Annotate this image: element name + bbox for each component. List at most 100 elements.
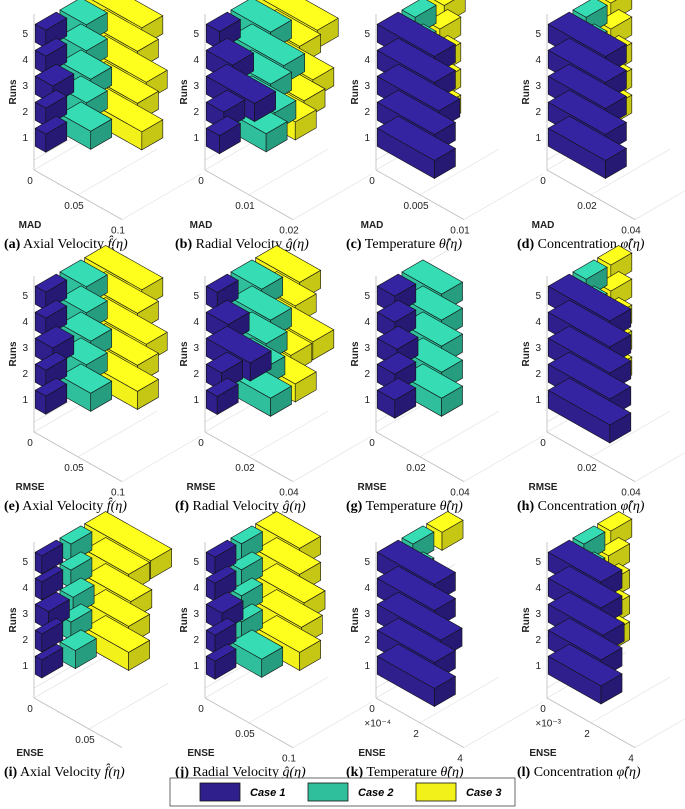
runs-axis-label: Runs [350, 79, 361, 104]
x-multiplier: ×10⁻³ [535, 718, 561, 729]
runs-tick-label: 4 [193, 55, 199, 66]
bar-case-2-run-1 [230, 629, 284, 678]
x-axis-line [375, 169, 465, 220]
bar-case-1-run-1 [376, 643, 457, 708]
runs-tick-label: 4 [535, 317, 541, 328]
x-tick-label: 0 [540, 438, 546, 449]
legend-swatch-case-2 [307, 782, 349, 802]
runs-tick-label: 2 [364, 369, 370, 380]
x-axis-label: ENSE [16, 748, 44, 759]
runs-axis-label: Runs [521, 341, 532, 366]
panel-caption: (f) Radial Velocity ĝ(η) [175, 499, 306, 514]
chart-panel-f: 1 2 3 4 5 Runs 0 0.02 0.04 RMSE (f) Radial Velocit… [175, 245, 373, 514]
runs-tick-label: 2 [193, 107, 199, 118]
runs-tick-label: 2 [22, 635, 28, 646]
chart-panel-c: 1 2 3 4 5 Runs 0 0.005 0.01 MAD (c) Temperature θ̂… [346, 0, 544, 252]
x-tick-label: 0 [198, 438, 204, 449]
x-tick-label: 0 [369, 704, 375, 715]
runs-axis-label: Runs [350, 341, 361, 366]
x-axis-line [204, 431, 294, 482]
x-tick-label: 0.04 [450, 488, 470, 499]
bar-case-1-run-1 [376, 115, 457, 180]
x-axis-line [204, 169, 294, 220]
legend-label-case-1: Case 1 [250, 787, 285, 799]
legend-swatch-case-3 [415, 782, 457, 802]
x-tick-label: 0 [198, 704, 204, 715]
runs-tick-label: 4 [193, 583, 199, 594]
runs-tick-label: 5 [364, 557, 370, 568]
chart-panel-k: 1 2 3 4 5 Runs 0 2 4 ×10⁻⁴ ENSE (k) Temperature θ̂(… [346, 511, 544, 780]
x-axis-line [33, 697, 123, 748]
runs-tick-label: 4 [364, 583, 370, 594]
bar-case-1-run-5 [34, 273, 68, 311]
x-tick-label: 0 [27, 176, 33, 187]
chart-panel-i: 1 2 3 4 5 Runs 0 0.05 ENSE (i) Axial Velocity f̂(… [4, 511, 173, 780]
x-axis-line [375, 697, 465, 748]
x-tick-label: 2 [413, 729, 419, 740]
legend-label-case-3: Case 3 [466, 787, 501, 799]
x-tick-label: 0.04 [279, 488, 299, 499]
runs-tick-label: 1 [364, 133, 370, 144]
x-tick-label: 0.1 [111, 488, 125, 499]
x-tick-label: 0.01 [235, 201, 255, 212]
x-tick-label: 4 [457, 754, 463, 765]
runs-tick-label: 5 [22, 291, 28, 302]
runs-tick-label: 1 [193, 133, 199, 144]
x-tick-label: 0.1 [111, 226, 125, 237]
runs-tick-label: 2 [22, 107, 28, 118]
x-tick-label: 0 [369, 176, 375, 187]
x-tick-label: 0.02 [235, 463, 255, 474]
panel-caption: (a) Axial Velocity f̂(η) [4, 235, 128, 252]
x-axis-label: RMSE [16, 482, 45, 493]
x-axis-line [546, 169, 636, 220]
x-axis-label: MAD [532, 220, 555, 231]
bar-case-1-run-1 [547, 643, 623, 705]
runs-tick-label: 3 [193, 343, 199, 354]
runs-axis-label: Runs [8, 341, 19, 366]
runs-tick-label: 4 [193, 317, 199, 328]
runs-tick-label: 2 [535, 107, 541, 118]
x-tick-label: 0.005 [403, 201, 428, 212]
runs-tick-label: 4 [22, 55, 28, 66]
runs-tick-label: 1 [22, 661, 28, 672]
bar-case-1-run-5 [34, 11, 68, 49]
x-tick-label: 0.02 [406, 463, 426, 474]
runs-tick-label: 1 [364, 395, 370, 406]
chart-panel-j: 1 2 3 4 5 Runs 0 0.05 0.1 ENSE (j) Radial Velocity… [175, 511, 373, 780]
x-axis-label: ENSE [187, 748, 215, 759]
bar-case-1-run-1 [376, 377, 417, 419]
x-axis-line [33, 431, 123, 482]
runs-axis-label: Runs [350, 607, 361, 632]
x-axis-label: MAD [190, 220, 213, 231]
x-tick-label: 0 [198, 176, 204, 187]
runs-tick-label: 3 [22, 343, 28, 354]
runs-tick-label: 2 [535, 369, 541, 380]
x-tick-label: 0.04 [621, 226, 641, 237]
x-tick-label: 0.05 [75, 735, 95, 746]
x-axis-label: RMSE [187, 482, 216, 493]
runs-tick-label: 3 [22, 81, 28, 92]
bar-case-1-run-1 [205, 115, 242, 155]
x-tick-label: 0.02 [577, 201, 597, 212]
x-tick-label: 0.05 [64, 463, 84, 474]
runs-tick-label: 2 [193, 635, 199, 646]
runs-tick-label: 5 [193, 29, 199, 40]
legend-swatch-case-1 [199, 782, 241, 802]
runs-tick-label: 1 [22, 133, 28, 144]
runs-tick-label: 1 [535, 661, 541, 672]
x-axis-label: RMSE [529, 482, 558, 493]
bar-case-2-run-1 [59, 101, 113, 150]
x-axis-line [375, 431, 465, 482]
x-tick-label: 4 [628, 754, 634, 765]
x-tick-label: 0.01 [450, 226, 470, 237]
x-tick-label: 0.02 [577, 463, 597, 474]
runs-tick-label: 4 [364, 317, 370, 328]
bar-case-1-run-1 [205, 643, 237, 680]
x-tick-label: 0.04 [621, 488, 641, 499]
runs-tick-label: 3 [364, 343, 370, 354]
bar-case-1-run-2 [34, 89, 68, 127]
x-tick-label: 0 [27, 438, 33, 449]
runs-tick-label: 2 [535, 635, 541, 646]
legend-label-case-2: Case 2 [358, 787, 393, 799]
